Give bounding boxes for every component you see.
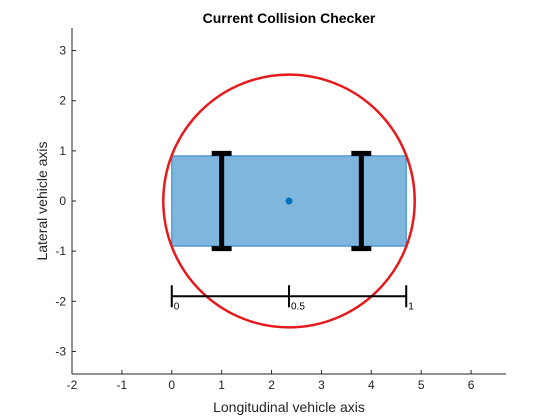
x-tick-label: 3 — [318, 378, 325, 392]
y-tick-label: -2 — [55, 294, 66, 308]
scale-bar-label: 1 — [408, 301, 414, 312]
axes: -2 -1 0 1 2 3 4 5 6 -3 -2 -1 0 1 2 3 — [55, 28, 506, 392]
x-tick-label: 2 — [268, 378, 275, 392]
center-point — [285, 197, 293, 205]
y-axis-title: Lateral vehicle axis — [34, 141, 50, 260]
y-tick-label: -3 — [55, 344, 66, 358]
y-tick-label: 2 — [59, 94, 66, 108]
y-tick-label: -1 — [55, 244, 66, 258]
x-axis-title: Longitudinal vehicle axis — [213, 399, 365, 415]
y-tick-label: 1 — [59, 144, 66, 158]
x-tick-label: -2 — [67, 378, 78, 392]
plot-area: 0 0.5 1 — [162, 73, 416, 329]
y-tick-label: 3 — [59, 44, 66, 58]
x-tick-label: 4 — [368, 378, 375, 392]
scale-bar-label: 0.5 — [291, 301, 305, 312]
x-tick-label: -1 — [117, 378, 128, 392]
x-tick-label: 1 — [218, 378, 225, 392]
y-tick-label: 0 — [59, 194, 66, 208]
chart-title: Current Collision Checker — [203, 10, 376, 26]
scale-bar-label: 0 — [174, 301, 180, 312]
collision-circle — [162, 73, 416, 329]
x-tick-label: 5 — [418, 378, 425, 392]
x-tick-label: 6 — [468, 378, 475, 392]
x-tick-label: 0 — [168, 378, 175, 392]
